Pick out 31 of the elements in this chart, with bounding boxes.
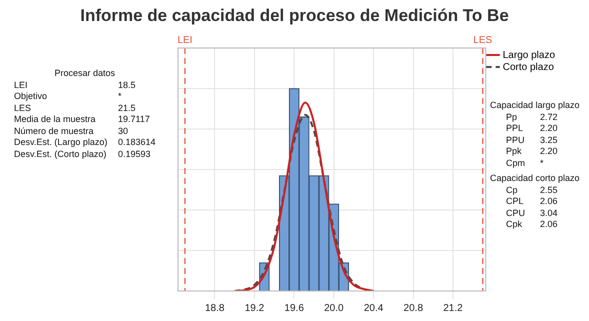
text: Desv.Est. (Largo plazo) 0.183614: [14, 137, 156, 148]
text: LEI 18.5: [14, 80, 137, 91]
legend-label: Largo plazo: [502, 50, 556, 61]
text: PPL 2.20: [505, 123, 559, 134]
x-tick-label: 20.0: [324, 302, 344, 314]
text: Número de muestra 30: [14, 126, 130, 137]
text: CPL 2.06: [505, 196, 559, 208]
x-tick-label: 18.8: [204, 302, 225, 314]
text: Cpm *: [505, 158, 545, 169]
text: Media de la muestra 19.7117: [14, 114, 151, 126]
text: Capacidad largo plazo: [490, 100, 580, 112]
text: Pp 2.72: [505, 112, 559, 123]
x-tick-label: 19.2: [244, 302, 265, 314]
x-tick-label: 21.2: [443, 302, 464, 314]
chart-title: Informe de capacidad del proceso de Medición To Be: [79, 6, 510, 26]
text: Cpk 2.06: [505, 219, 559, 230]
legend-label: Corto plazo: [502, 62, 554, 73]
text: Capacidad corto plazo: [490, 173, 580, 184]
text: PPU 3.25: [505, 134, 559, 146]
text: Desv.Est. (Corto plazo) 0.19593: [14, 148, 152, 160]
text: Ppk 2.20: [505, 146, 559, 158]
text: CPU 3.04: [505, 208, 559, 219]
ref-line-label: LEI: [177, 34, 192, 46]
x-tick-label: 20.8: [404, 302, 424, 314]
x-tick-label: 19.6: [284, 302, 304, 314]
text: Procesar datos: [54, 68, 116, 80]
text: Cp 2.55: [505, 184, 559, 196]
ref-line-label: LES: [473, 34, 493, 46]
x-tick-label: 20.4: [364, 302, 384, 314]
text: Objetivo *: [14, 91, 123, 102]
text: LES 21.5: [14, 102, 137, 114]
